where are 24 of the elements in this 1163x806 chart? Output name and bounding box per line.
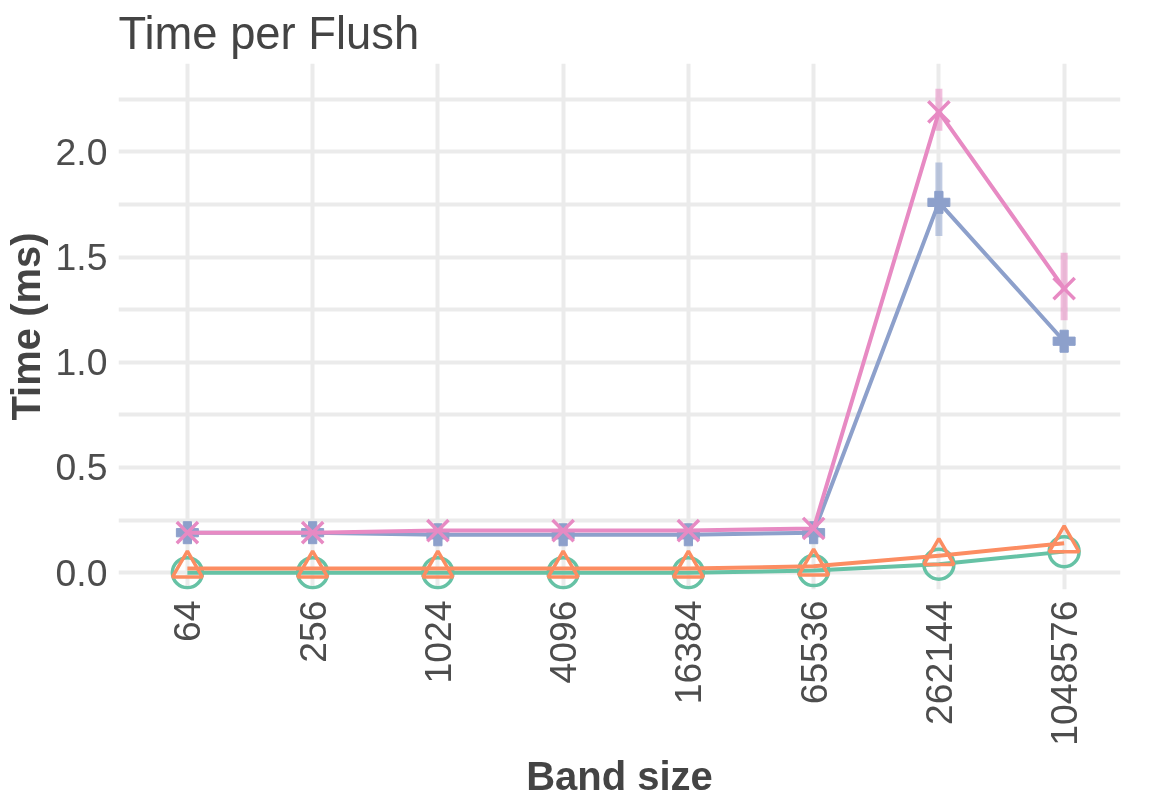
point bbox=[1052, 329, 1076, 353]
point bbox=[1051, 276, 1077, 301]
x-tick-label: 16384 bbox=[667, 600, 710, 705]
point bbox=[676, 518, 701, 543]
x-tick-label: 256 bbox=[291, 600, 334, 663]
x-tick-label: 4096 bbox=[542, 600, 585, 684]
x-axis-title: Band size bbox=[526, 753, 713, 798]
y-tick-label: 1.5 bbox=[55, 236, 108, 279]
point bbox=[926, 99, 952, 125]
x-tick-label: 262144 bbox=[917, 600, 960, 726]
point bbox=[425, 518, 451, 543]
x-tick-label: 65536 bbox=[792, 600, 835, 705]
x-tick-label: 1024 bbox=[416, 600, 459, 684]
y-tick-label: 0.0 bbox=[55, 551, 108, 594]
point bbox=[927, 190, 951, 214]
y-tick-label: 1.0 bbox=[55, 341, 108, 384]
point bbox=[550, 518, 576, 543]
point bbox=[801, 516, 826, 541]
y-tick-label: 2.0 bbox=[55, 130, 108, 173]
chart-title: Time per Flush bbox=[118, 7, 420, 59]
y-axis-title: Time (ms) bbox=[3, 232, 48, 421]
x-tick-label: 1048576 bbox=[1043, 600, 1086, 746]
y-tick-label: 0.5 bbox=[55, 446, 108, 489]
x-tick-label: 64 bbox=[166, 600, 209, 643]
